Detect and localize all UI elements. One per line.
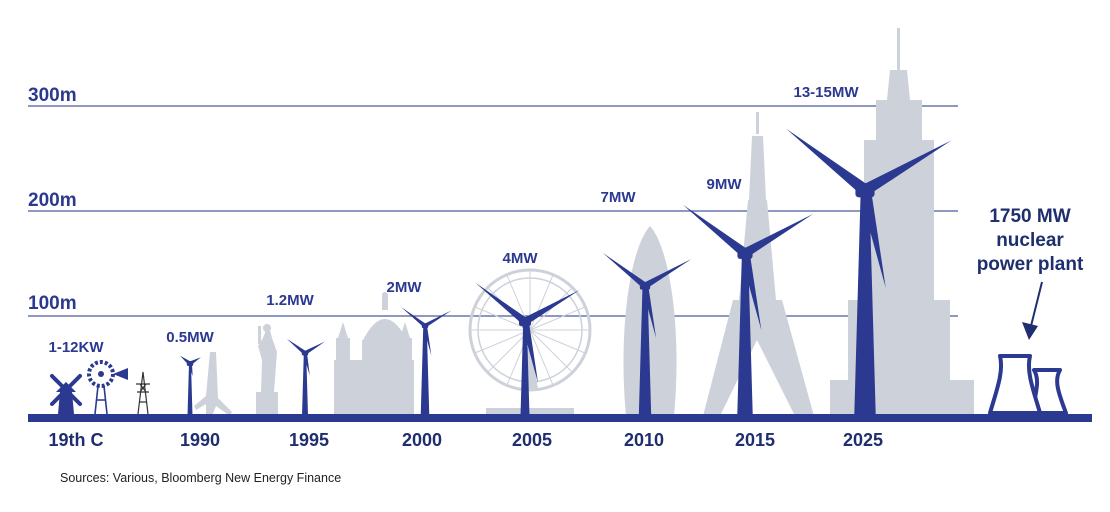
landmarks — [136, 28, 974, 416]
turbine-nacelle — [186, 361, 194, 366]
capacity-label: 13-15MW — [793, 84, 859, 101]
capacity-label: 0.5MW — [166, 329, 214, 346]
turbine-nacelle — [421, 323, 429, 329]
nuclear-label-line-3: power plant — [977, 254, 1084, 275]
nuclear-plant: 1750 MW nuclear power plant — [977, 206, 1084, 415]
turbine-tower — [420, 325, 430, 416]
cooling-towers-icon — [988, 354, 1068, 415]
year-label: 2000 — [402, 430, 442, 450]
turbine-blade — [740, 252, 762, 331]
ground-line — [28, 414, 1092, 422]
capacity-label: 7MW — [601, 189, 637, 206]
capacity-label: 1.2MW — [266, 292, 314, 309]
source-note: Sources: Various, Bloomberg New Energy F… — [60, 471, 341, 485]
year-labels: 19th C 1990 1995 2000 2005 2010 2015 2025 — [48, 430, 883, 450]
turbine-1990 — [180, 355, 201, 416]
turbine-blade — [286, 338, 307, 355]
turbine-blade — [862, 140, 952, 196]
turbine-tower — [187, 363, 193, 416]
turbine-nacelle — [301, 350, 309, 356]
turbine-blade — [424, 310, 452, 328]
turbine-nacelle — [639, 281, 651, 290]
year-label: 19th C — [48, 430, 103, 450]
turbine-2005 — [475, 282, 580, 416]
turbine-blade — [401, 306, 427, 328]
turbine-2015 — [682, 204, 814, 416]
turbine-2010 — [602, 252, 692, 416]
turbine-nacelle — [518, 316, 532, 327]
turbine-blade — [303, 352, 310, 376]
statue-of-liberty-icon — [256, 324, 278, 416]
windpump-icon — [87, 360, 128, 415]
year-label: 2005 — [512, 430, 552, 450]
turbines — [180, 128, 952, 416]
turbine-blade — [521, 320, 539, 384]
turbine-blade — [786, 128, 869, 195]
y-label-200m: 200m — [28, 190, 77, 211]
y-label-300m: 300m — [28, 85, 77, 106]
turbine-2000 — [401, 306, 452, 416]
turbine-blade — [643, 259, 692, 289]
turbine-tower — [737, 253, 753, 416]
nuclear-label-line-1: 1750 MW — [989, 206, 1070, 227]
turbine-blade — [641, 285, 657, 339]
turbine-blade — [523, 290, 580, 325]
turbine-tower — [638, 285, 652, 416]
capacity-label: 1-12KW — [48, 339, 104, 356]
nuclear-label-line-2: nuclear — [996, 230, 1064, 251]
turbine-tower — [520, 321, 530, 416]
y-label-100m: 100m — [28, 293, 77, 314]
turbine-2025 — [786, 128, 952, 416]
year-label: 1995 — [289, 430, 329, 450]
turbine-tower — [302, 353, 308, 416]
turbine-blade — [423, 325, 432, 356]
year-label: 2010 — [624, 430, 664, 450]
turbine-nacelle — [737, 247, 753, 259]
turbine-blade — [475, 282, 528, 325]
turbine-blade — [682, 204, 748, 257]
turbine-blade — [304, 341, 326, 355]
capacity-label: 4MW — [503, 250, 539, 267]
turbine-blade — [602, 252, 647, 289]
turbine-blade — [188, 363, 193, 376]
eiffel-tower-icon — [703, 112, 814, 416]
year-label: 2025 — [843, 430, 883, 450]
capacity-labels: 1-12KW 0.5MW 1.2MW 2MW 4MW 7MW 9MW 13-15MW — [48, 84, 859, 356]
capacity-label: 2MW — [387, 279, 423, 296]
capacity-label: 9MW — [707, 176, 743, 193]
turbine-blade — [859, 189, 886, 288]
arrow-down-icon — [1022, 281, 1043, 340]
airplane-icon — [194, 352, 232, 416]
windmill-icon — [50, 374, 82, 414]
turbine-1995 — [286, 338, 326, 416]
turbine-nacelle — [855, 183, 875, 198]
year-label: 1990 — [180, 430, 220, 450]
turbine-blade — [742, 213, 814, 258]
gridlines — [28, 105, 958, 317]
year-label: 2015 — [735, 430, 775, 450]
pylon-icon — [136, 371, 150, 415]
st-pauls-cathedral-icon — [334, 292, 414, 416]
turbine-tower — [854, 190, 876, 416]
